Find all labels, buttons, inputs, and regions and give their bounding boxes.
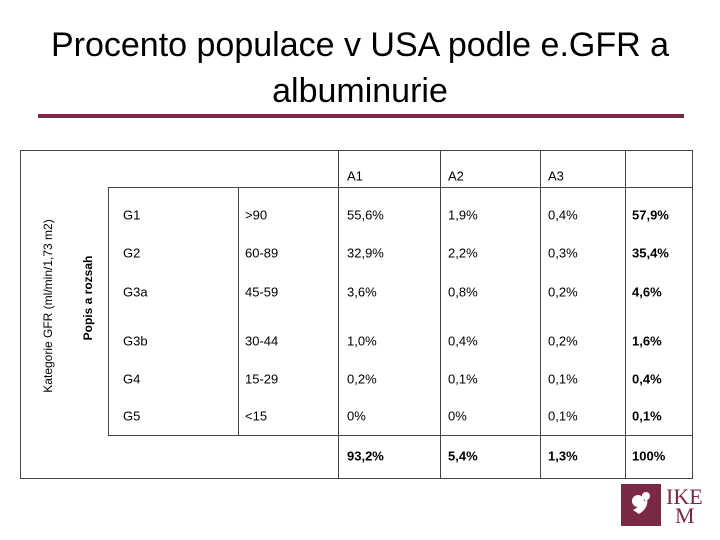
table-cell: 1,0% bbox=[347, 333, 377, 349]
total-cell: 1,3% bbox=[548, 448, 578, 464]
table-cell: 0,1% bbox=[448, 371, 478, 387]
table-cell: 0% bbox=[347, 408, 366, 424]
table-cell: >90 bbox=[245, 207, 268, 223]
title-rule bbox=[38, 114, 684, 118]
table-cell: G2 bbox=[123, 245, 141, 261]
table-cell: 1,9% bbox=[448, 207, 478, 223]
logo-text: M bbox=[675, 503, 695, 528]
table-cell: 3,6% bbox=[347, 284, 377, 300]
table-cell: 45-59 bbox=[245, 284, 279, 300]
table-cell: 0,2% bbox=[347, 371, 377, 387]
table-cell: 15-29 bbox=[245, 371, 279, 387]
table-cell: 0,1% bbox=[632, 408, 662, 424]
total-cell: 5,4% bbox=[448, 448, 478, 464]
table-cell: 4,6% bbox=[632, 284, 662, 300]
table-cell: 0,3% bbox=[548, 245, 578, 261]
table-cell: G3b bbox=[123, 333, 148, 349]
table-cell: 32,9% bbox=[347, 245, 384, 261]
table-cell: 0,4% bbox=[448, 333, 478, 349]
column-header: A1 bbox=[347, 168, 363, 184]
side-label: Popis a rozsah bbox=[81, 255, 95, 341]
table-cell: 0,1% bbox=[548, 408, 578, 424]
table-cell: 0,2% bbox=[548, 284, 578, 300]
table-cell: 0,1% bbox=[548, 371, 578, 387]
table-cell: G1 bbox=[123, 207, 141, 223]
table-cell: 0,8% bbox=[448, 284, 478, 300]
column-header: A2 bbox=[448, 168, 464, 184]
column-header: A3 bbox=[548, 168, 564, 184]
logo-icon bbox=[632, 492, 650, 514]
total-cell: 93,2% bbox=[347, 448, 384, 464]
table-cell: 55,6% bbox=[347, 207, 384, 223]
table-cell: 0,2% bbox=[548, 333, 578, 349]
table-cell: 0,4% bbox=[632, 371, 662, 387]
table-cell: 1,6% bbox=[632, 333, 662, 349]
table-cell: G4 bbox=[123, 371, 141, 387]
total-cell: 100% bbox=[632, 448, 666, 464]
table-cell: 0% bbox=[448, 408, 467, 424]
table-cell: 60-89 bbox=[245, 245, 279, 261]
logo-text: IKE bbox=[666, 484, 703, 509]
table-cell: <15 bbox=[245, 408, 268, 424]
table-cell: 30-44 bbox=[245, 333, 279, 349]
table-cell: G5 bbox=[123, 408, 141, 424]
table-cell: 2,2% bbox=[448, 245, 478, 261]
table-cell: 57,9% bbox=[632, 207, 669, 223]
table-cell: 0,4% bbox=[548, 207, 578, 223]
slide-title: Procento populace v USA podle e.GFR a al… bbox=[50, 26, 670, 110]
logo-mark bbox=[621, 484, 661, 526]
table-cell: G3a bbox=[123, 284, 148, 300]
side-label: Kategorie GFR (ml/min/1,73 m2) bbox=[41, 219, 55, 393]
table-cell: 35,4% bbox=[632, 245, 669, 261]
